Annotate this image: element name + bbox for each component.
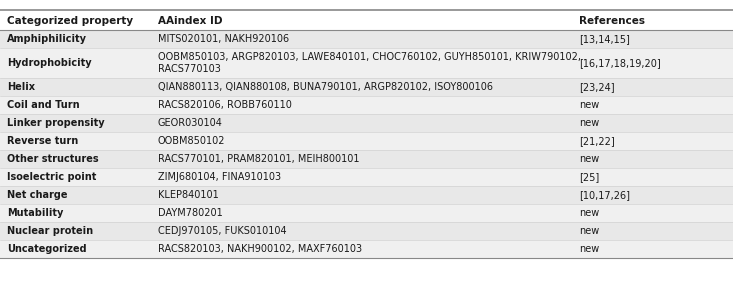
Text: Other structures: Other structures — [7, 154, 99, 164]
Text: [16,17,18,19,20]: [16,17,18,19,20] — [579, 58, 661, 68]
Text: AAindex ID: AAindex ID — [158, 16, 222, 26]
Text: Hydrophobicity: Hydrophobicity — [7, 58, 92, 68]
Text: [13,14,15]: [13,14,15] — [579, 34, 630, 44]
Text: new: new — [579, 244, 600, 254]
Text: RACS820106, ROBB760110: RACS820106, ROBB760110 — [158, 100, 292, 110]
Bar — [0, 204, 733, 222]
Text: new: new — [579, 208, 600, 218]
Text: Linker propensity: Linker propensity — [7, 118, 105, 128]
Bar — [0, 132, 733, 150]
Bar — [0, 168, 733, 186]
Text: RACS820103, NAKH900102, MAXF760103: RACS820103, NAKH900102, MAXF760103 — [158, 244, 361, 254]
Text: [10,17,26]: [10,17,26] — [579, 190, 630, 200]
Text: Isoelectric point: Isoelectric point — [7, 172, 97, 182]
Bar — [0, 240, 733, 258]
Bar — [0, 186, 733, 204]
Text: Categorized property: Categorized property — [7, 16, 133, 26]
Bar — [0, 114, 733, 132]
Bar — [0, 48, 733, 78]
Text: [21,22]: [21,22] — [579, 136, 615, 146]
Text: Mutability: Mutability — [7, 208, 64, 218]
Text: RACS770101, PRAM820101, MEIH800101: RACS770101, PRAM820101, MEIH800101 — [158, 154, 359, 164]
Text: [25]: [25] — [579, 172, 600, 182]
Text: Net charge: Net charge — [7, 190, 68, 200]
Text: Helix: Helix — [7, 82, 35, 92]
Text: Reverse turn: Reverse turn — [7, 136, 78, 146]
Bar — [0, 30, 733, 48]
Text: Coil and Turn: Coil and Turn — [7, 100, 80, 110]
Bar — [0, 150, 733, 168]
Text: new: new — [579, 118, 600, 128]
Text: Amphiphilicity: Amphiphilicity — [7, 34, 87, 44]
Text: [23,24]: [23,24] — [579, 82, 615, 92]
Text: GEOR030104: GEOR030104 — [158, 118, 223, 128]
Text: ZIMJ680104, FINA910103: ZIMJ680104, FINA910103 — [158, 172, 281, 182]
Text: Nuclear protein: Nuclear protein — [7, 226, 93, 236]
Bar — [0, 258, 733, 283]
Text: KLEP840101: KLEP840101 — [158, 190, 218, 200]
Bar — [0, 78, 733, 96]
Text: new: new — [579, 226, 600, 236]
Text: OOBM850102: OOBM850102 — [158, 136, 225, 146]
Text: Uncategorized: Uncategorized — [7, 244, 87, 254]
Text: MITS020101, NAKH920106: MITS020101, NAKH920106 — [158, 34, 289, 44]
Text: DAYM780201: DAYM780201 — [158, 208, 222, 218]
Text: References: References — [579, 16, 645, 26]
Text: CEDJ970105, FUKS010104: CEDJ970105, FUKS010104 — [158, 226, 286, 236]
Text: new: new — [579, 100, 600, 110]
Bar — [0, 96, 733, 114]
Bar — [0, 10, 733, 30]
Text: QIAN880113, QIAN880108, BUNA790101, ARGP820102, ISOY800106: QIAN880113, QIAN880108, BUNA790101, ARGP… — [158, 82, 493, 92]
Text: new: new — [579, 154, 600, 164]
Bar — [0, 222, 733, 240]
Text: OOBM850103, ARGP820103, LAWE840101, CHOC760102, GUYH850101, KRIW790102,
RACS7701: OOBM850103, ARGP820103, LAWE840101, CHOC… — [158, 52, 581, 74]
